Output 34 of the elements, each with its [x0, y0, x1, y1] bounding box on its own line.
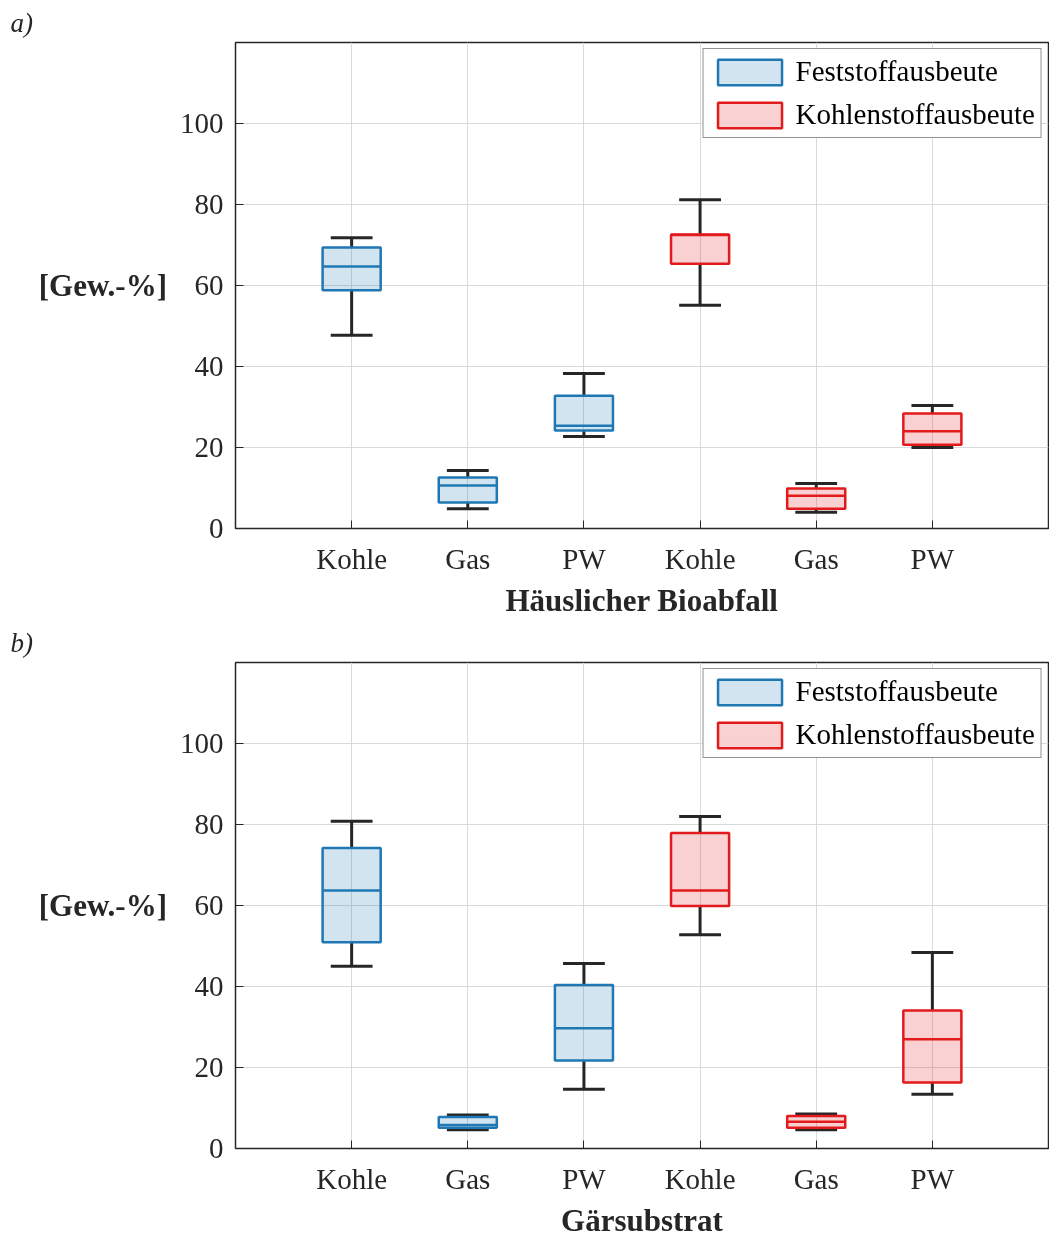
- legend-label: Kohlenstoffausbeute: [795, 98, 1035, 131]
- chart-title: a): [10, 7, 33, 38]
- y-tick-label: 100: [180, 107, 224, 139]
- y-tick-label: 80: [194, 808, 224, 840]
- x-tick-label: PW: [910, 1162, 955, 1195]
- x-axis-title: Häuslicher Bioabfall: [505, 582, 779, 618]
- x-tick-label: Gas: [445, 542, 491, 575]
- x-tick-label: PW: [562, 1162, 607, 1195]
- y-axis-title: [Gew.-%]: [38, 888, 168, 923]
- legend-label: Feststoffausbeute: [795, 55, 998, 88]
- y-tick-label: 0: [209, 1132, 224, 1164]
- x-tick-label: PW: [910, 542, 955, 575]
- x-axis-title: Gärsubstrat: [561, 1202, 724, 1238]
- y-tick-label: 0: [209, 512, 224, 544]
- x-tick-label: Kohle: [664, 1162, 736, 1195]
- x-tick-label: Kohle: [316, 1162, 388, 1195]
- y-tick-label: 40: [194, 350, 224, 382]
- y-tick-label: 100: [180, 727, 224, 759]
- legend-label: Kohlenstoffausbeute: [795, 718, 1035, 751]
- y-tick-label: 40: [194, 970, 224, 1002]
- legend-label: Feststoffausbeute: [795, 675, 998, 708]
- y-tick-label: 60: [194, 269, 224, 301]
- chart-title: b): [10, 627, 33, 658]
- y-tick-label: 60: [194, 889, 224, 921]
- x-tick-label: Kohle: [316, 542, 388, 575]
- x-tick-label: Gas: [793, 1162, 839, 1195]
- x-tick-label: Gas: [445, 1162, 491, 1195]
- x-tick-label: Gas: [793, 542, 839, 575]
- y-tick-label: 20: [194, 1051, 224, 1083]
- y-axis-title: [Gew.-%]: [38, 268, 168, 303]
- y-tick-label: 80: [194, 188, 224, 220]
- x-tick-label: PW: [562, 542, 607, 575]
- y-tick-label: 20: [194, 431, 224, 463]
- x-tick-label: Kohle: [664, 542, 736, 575]
